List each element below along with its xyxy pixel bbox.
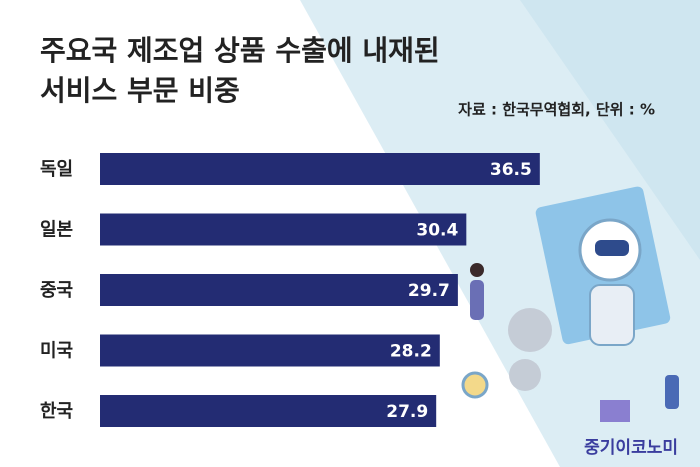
magnifier bbox=[461, 371, 489, 399]
person bbox=[665, 375, 679, 409]
gear bbox=[508, 308, 552, 352]
bar bbox=[100, 395, 437, 427]
laptop bbox=[600, 400, 630, 422]
source: 자료 : 한국무역협회, 단위 : % bbox=[458, 101, 655, 119]
person bbox=[470, 280, 484, 320]
chart-title: 서비스 부문 비중 bbox=[40, 74, 240, 107]
gear bbox=[509, 359, 541, 391]
value-label: 36.5 bbox=[490, 160, 532, 180]
illustration bbox=[461, 186, 679, 422]
bar bbox=[100, 334, 440, 367]
background-shape bbox=[300, 0, 700, 467]
logo: 중기이코노미 bbox=[584, 438, 678, 458]
robot-visor bbox=[595, 240, 629, 256]
category-label: 일본 bbox=[40, 220, 73, 241]
category-label: 한국 bbox=[40, 401, 73, 422]
bar bbox=[100, 213, 467, 246]
bar bbox=[100, 274, 458, 306]
value-label: 28.2 bbox=[390, 342, 432, 362]
person-head bbox=[470, 263, 484, 277]
value-label: 27.9 bbox=[386, 402, 428, 422]
category-label: 독일 bbox=[40, 159, 73, 180]
value-label: 29.7 bbox=[408, 281, 450, 301]
background-shape bbox=[520, 0, 700, 260]
robot-body bbox=[589, 284, 635, 346]
chart-title: 주요국 제조업 상품 수출에 내재된 bbox=[40, 34, 440, 67]
category-label: 중국 bbox=[40, 280, 73, 301]
bar bbox=[100, 153, 540, 185]
value-label: 30.4 bbox=[416, 221, 458, 241]
category-label: 미국 bbox=[40, 341, 73, 362]
